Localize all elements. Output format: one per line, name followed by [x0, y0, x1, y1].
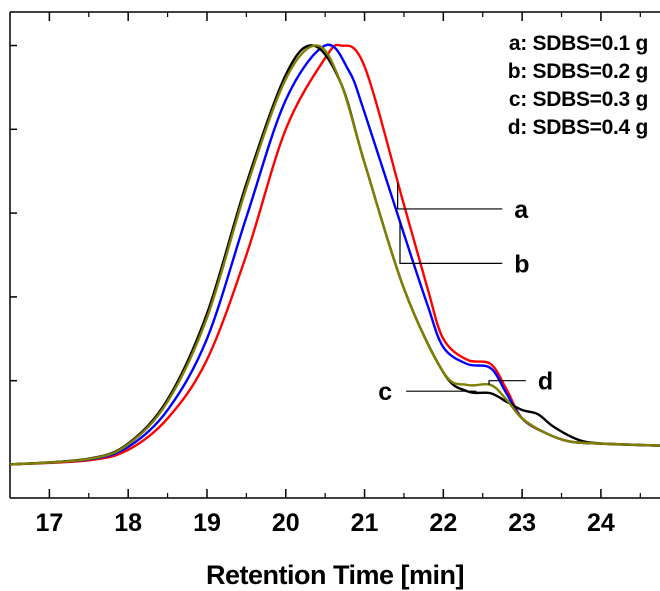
legend-entry: a: SDBS=0.1 g: [509, 32, 648, 55]
curve-label-leaders: [397, 182, 526, 392]
curve-label-d: d: [538, 368, 553, 396]
x-tick-label: 18: [114, 509, 142, 537]
x-tick-label: 17: [35, 509, 63, 537]
legend-entry: d: SDBS=0.4 g: [508, 116, 648, 139]
x-tick-label: 24: [587, 509, 615, 537]
axis-ticks: 17 18 19 20 21 22 23 24: [10, 12, 641, 537]
curve-label-b: b: [514, 250, 529, 278]
leader-line-b: [399, 221, 503, 264]
curve-label-a: a: [514, 196, 529, 224]
leader-line-a: [397, 182, 503, 210]
x-tick-label: 19: [193, 509, 221, 537]
x-tick-label: 22: [429, 509, 457, 537]
x-tick-label: 20: [272, 509, 300, 537]
plot-frame: [9, 11, 660, 499]
x-tick-label: 23: [508, 509, 536, 537]
legend-entry: c: SDBS=0.3 g: [509, 88, 648, 111]
series-line-d: [9, 44, 660, 466]
series-curves: [9, 43, 660, 466]
x-tick-label: 21: [351, 509, 379, 537]
text-labels: ab c d a: SDBS=0.1 g b: SDBS=0.2 g c: SDBS=0.…: [206, 32, 648, 590]
curve-label-c: c: [378, 378, 392, 406]
legend-entry: b: SDBS=0.2 g: [508, 60, 648, 83]
leader-line-d: [488, 380, 526, 385]
x-axis-title: Retention Time [min]: [206, 560, 464, 590]
